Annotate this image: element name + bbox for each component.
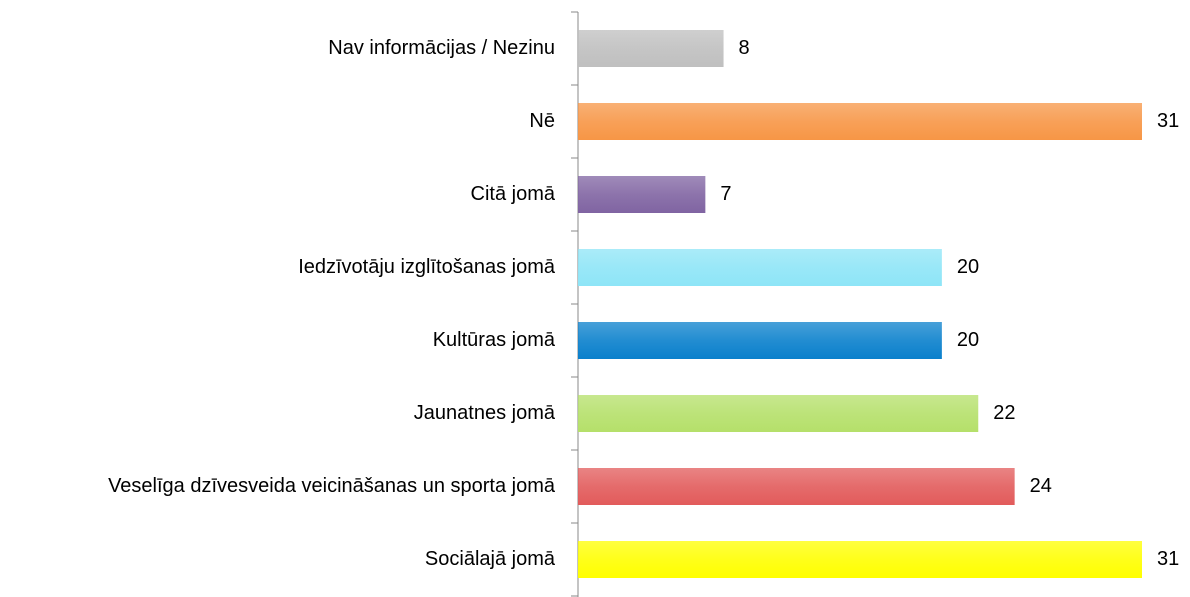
value-label: 24 bbox=[1030, 475, 1052, 497]
bar bbox=[578, 541, 1142, 578]
bar bbox=[578, 30, 724, 67]
category-label: Iedzīvotāju izglītošanas jomā bbox=[298, 256, 556, 278]
bar bbox=[578, 249, 942, 286]
category-label: Kultūras jomā bbox=[433, 329, 556, 351]
bar bbox=[578, 176, 706, 213]
value-label: 7 bbox=[720, 183, 731, 205]
value-label: 20 bbox=[957, 329, 979, 351]
category-label: Nav informācijas / Nezinu bbox=[328, 37, 555, 59]
category-label: Sociālajā jomā bbox=[425, 548, 556, 570]
category-label: Nē bbox=[529, 110, 555, 132]
category-label: Citā jomā bbox=[471, 183, 556, 205]
value-label: 31 bbox=[1157, 548, 1179, 570]
bar bbox=[578, 103, 1142, 140]
category-label: Veselīga dzīvesveida veicināšanas un spo… bbox=[108, 475, 556, 497]
category-label: Jaunatnes jomā bbox=[414, 402, 556, 424]
value-label: 22 bbox=[993, 402, 1015, 424]
bar bbox=[578, 322, 942, 359]
value-label: 8 bbox=[739, 37, 750, 59]
bar bbox=[578, 468, 1015, 505]
bar bbox=[578, 395, 979, 432]
value-label: 31 bbox=[1157, 110, 1179, 132]
value-label: 20 bbox=[957, 256, 979, 278]
